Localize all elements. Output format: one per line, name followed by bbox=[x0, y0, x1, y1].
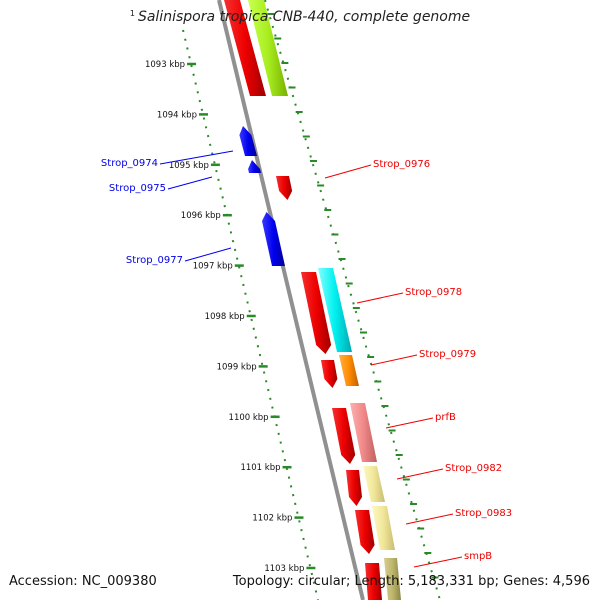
gene-label-smpb-leader bbox=[413, 556, 463, 568]
gene-label-strop-0982-leader bbox=[396, 468, 444, 480]
title-superscript: 1 bbox=[129, 9, 135, 18]
scale-tick-label: 1094 kbp bbox=[157, 110, 197, 120]
gene-features bbox=[224, 0, 401, 600]
gene-label-strop-0974[interactable]: Strop_0974 bbox=[101, 158, 158, 169]
gene-arrow-prfb-b[interactable] bbox=[350, 403, 377, 462]
accession-text: Accession: NC_009380 bbox=[9, 574, 157, 589]
gene-label-strop-0982[interactable]: Strop_0982 bbox=[445, 463, 502, 474]
gene-label-strop-0983[interactable]: Strop_0983 bbox=[455, 508, 512, 519]
gene-label-strop-0977[interactable]: Strop_0977 bbox=[126, 255, 183, 266]
gene-arrow-strop-0983-a[interactable] bbox=[355, 510, 375, 554]
gene-label-strop-0978-leader bbox=[356, 292, 404, 304]
gene-arrow-prfb-a[interactable] bbox=[332, 408, 356, 464]
gene-arrow-strop-0976[interactable] bbox=[276, 176, 293, 200]
scale-tick-label: 1093 kbp bbox=[145, 60, 185, 70]
gene-label-strop-0979-leader bbox=[370, 354, 418, 366]
scale-tick-label: 1096 kbp bbox=[181, 211, 221, 221]
gene-arrow-strop-0977[interactable] bbox=[262, 212, 285, 266]
scale-tick-label: 1103 kbp bbox=[264, 564, 304, 574]
gene-label-strop-0977-leader bbox=[184, 247, 232, 262]
gene-arrow-strop-0975[interactable] bbox=[248, 160, 261, 173]
gene-arrow-lime-top[interactable] bbox=[248, 0, 288, 96]
gene-label-strop-0983-leader bbox=[405, 513, 454, 525]
scale-ticks: 1093 kbp 1094 kbp 1095 kbp 1096 kbp 1097 kbp… bbox=[145, 13, 439, 579]
gene-arrow-strop-0979-a[interactable] bbox=[321, 360, 338, 388]
gene-arrow-smpb-a[interactable] bbox=[365, 563, 382, 600]
gene-label-strop-0978[interactable]: Strop_0978 bbox=[405, 287, 462, 298]
scale-tick-label: 1097 kbp bbox=[193, 262, 233, 272]
scale-tick-label: 1101 kbp bbox=[240, 463, 280, 473]
gene-arrow-strop-0978-b[interactable] bbox=[318, 268, 352, 352]
gene-label-strop-0976-leader bbox=[324, 164, 372, 179]
gene-callouts: Strop_0974 Strop_0975 Strop_0977 Strop_0976… bbox=[101, 150, 512, 568]
scale-tick-label: 1098 kbp bbox=[205, 312, 245, 322]
genome-backbone bbox=[217, 0, 365, 600]
gene-label-strop-0976[interactable]: Strop_0976 bbox=[373, 159, 430, 170]
gene-arrow-strop-0983-b[interactable] bbox=[372, 506, 395, 550]
genome-summary-text: Topology: circular; Length: 5,183,331 bp… bbox=[232, 574, 590, 589]
scale-tick-label: 1099 kbp bbox=[217, 362, 257, 372]
gene-label-strop-0979[interactable]: Strop_0979 bbox=[419, 349, 476, 360]
gene-arrow-strop-0978-a[interactable] bbox=[301, 272, 332, 354]
gene-arrow-red-top[interactable] bbox=[224, 0, 266, 96]
scale-tick-label: 1102 kbp bbox=[252, 514, 292, 524]
gene-arrow-strop-0979-b[interactable] bbox=[339, 355, 359, 386]
gene-arrow-strop-0982-a[interactable] bbox=[346, 470, 362, 506]
gene-label-smpb[interactable]: smpB bbox=[464, 551, 492, 562]
gene-arrow-smpb-b[interactable] bbox=[384, 558, 401, 600]
gene-arrow-strop-0982-b[interactable] bbox=[363, 466, 385, 502]
gene-label-strop-0975[interactable]: Strop_0975 bbox=[109, 183, 166, 194]
map-title: 1 Salinispora tropica CNB-440, complete g… bbox=[0, 9, 600, 25]
gene-arrow-strop-0974[interactable] bbox=[239, 126, 257, 156]
scale-tick-label: 1100 kbp bbox=[229, 413, 269, 423]
gene-label-prfb[interactable]: prfB bbox=[435, 412, 456, 423]
title-text: Salinispora tropica CNB-440, complete ge… bbox=[137, 9, 471, 25]
gene-label-strop-0975-leader bbox=[167, 176, 213, 190]
gene-label-strop-0974-leader bbox=[159, 150, 234, 165]
scale-tick-label: 1095 kbp bbox=[169, 161, 209, 171]
gene-label-prfb-leader bbox=[385, 417, 434, 429]
